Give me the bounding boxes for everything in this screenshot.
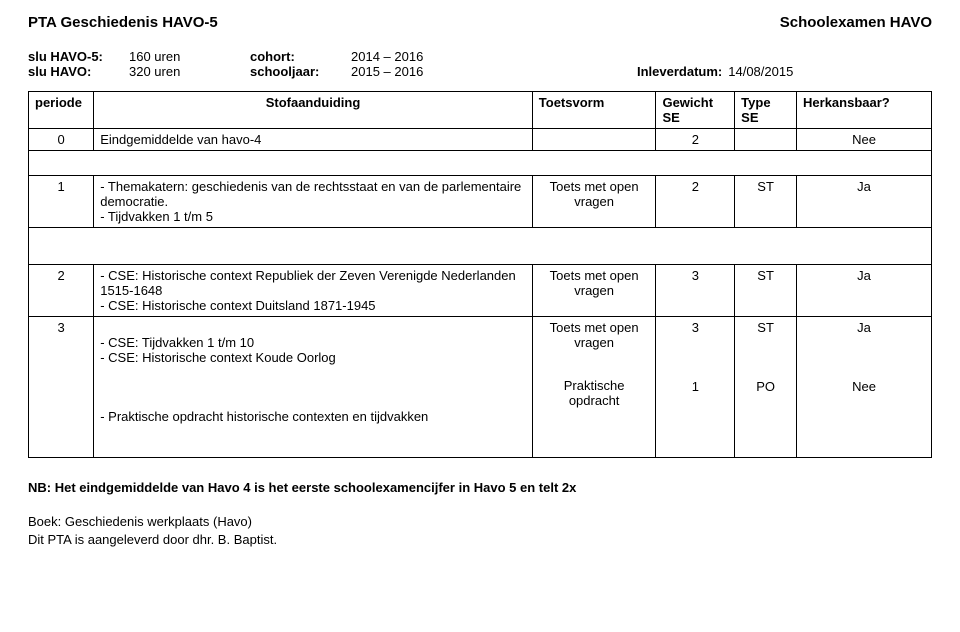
meta-value: 2014 – 2016	[351, 49, 637, 64]
th-herk: Herkansbaar?	[797, 92, 932, 129]
page-header: PTA Geschiedenis HAVO-5 Schoolexamen HAV…	[28, 14, 932, 31]
table-row: 3 - CSE: Tijdvakken 1 t/m 10 - CSE: Hist…	[29, 317, 932, 458]
meta-value: 14/08/2015	[728, 64, 799, 79]
cell-herk-part2: Nee	[803, 379, 925, 394]
header-right: Schoolexamen HAVO	[780, 14, 932, 31]
cell-herk-part1: Ja	[803, 320, 925, 335]
cell-herk: Ja	[797, 265, 932, 317]
footer-line1: Boek: Geschiedenis werkplaats (Havo)	[28, 513, 932, 531]
cell-periode: 0	[29, 129, 94, 151]
cell-toets	[532, 129, 656, 151]
cell-toets: Toets met open vragen	[532, 265, 656, 317]
cell-gewicht: 3	[656, 265, 735, 317]
cell-toets: Toets met open vragen Praktische opdrach…	[532, 317, 656, 458]
spacer-row	[29, 228, 932, 265]
cell-type: ST	[735, 176, 797, 228]
cell-toets-part1: Toets met open vragen	[539, 320, 650, 350]
meta-label: Inleverdatum:	[637, 64, 728, 79]
meta-value: 320 uren	[129, 64, 250, 79]
meta-label: slu HAVO:	[28, 64, 129, 79]
meta-value: 2015 – 2016	[351, 64, 637, 79]
cell-stof: - CSE: Historische context Republiek der…	[94, 265, 533, 317]
th-type: Type SE	[735, 92, 797, 129]
meta-label: slu HAVO-5:	[28, 49, 129, 64]
header-left: PTA Geschiedenis HAVO-5	[28, 14, 218, 31]
cell-gewicht: 2	[656, 176, 735, 228]
footer: Boek: Geschiedenis werkplaats (Havo) Dit…	[28, 513, 932, 548]
th-toets: Toetsvorm	[532, 92, 656, 129]
table-row: 1 - Themakatern: geschiedenis van de rec…	[29, 176, 932, 228]
page: PTA Geschiedenis HAVO-5 Schoolexamen HAV…	[0, 0, 960, 558]
table-row: 2 - CSE: Historische context Republiek d…	[29, 265, 932, 317]
meta-row: slu HAVO: 320 uren schooljaar: 2015 – 20…	[28, 64, 799, 79]
cell-type-part1: ST	[741, 320, 790, 335]
cell-type: ST PO	[735, 317, 797, 458]
cell-periode: 3	[29, 317, 94, 458]
meta-value	[728, 49, 799, 64]
cell-gewicht-part1: 3	[662, 320, 728, 335]
note-text: NB: Het eindgemiddelde van Havo 4 is het…	[28, 480, 932, 495]
cell-stof: - Themakatern: geschiedenis van de recht…	[94, 176, 533, 228]
meta-label: schooljaar:	[250, 64, 351, 79]
meta-row: slu HAVO-5: 160 uren cohort: 2014 – 2016	[28, 49, 799, 64]
meta-label	[637, 49, 728, 64]
table-header-row: periode Stofaanduiding Toetsvorm Gewicht…	[29, 92, 932, 129]
th-stof: Stofaanduiding	[94, 92, 533, 129]
meta-value: 160 uren	[129, 49, 250, 64]
footer-line2: Dit PTA is aangeleverd door dhr. B. Bapt…	[28, 531, 932, 549]
cell-herk: Ja Nee	[797, 317, 932, 458]
spacer-row	[29, 151, 932, 176]
cell-toets: Toets met open vragen	[532, 176, 656, 228]
cell-stof-part1: - CSE: Tijdvakken 1 t/m 10 - CSE: Histor…	[100, 335, 526, 365]
cell-toets-part2: Praktische opdracht	[539, 378, 650, 408]
cell-herk: Nee	[797, 129, 932, 151]
cell-periode: 1	[29, 176, 94, 228]
th-periode: periode	[29, 92, 94, 129]
cell-type: ST	[735, 265, 797, 317]
main-table: periode Stofaanduiding Toetsvorm Gewicht…	[28, 91, 932, 458]
cell-herk: Ja	[797, 176, 932, 228]
cell-stof-part2: - Praktische opdracht historische contex…	[100, 409, 526, 424]
cell-gewicht: 3 1	[656, 317, 735, 458]
cell-stof: - CSE: Tijdvakken 1 t/m 10 - CSE: Histor…	[94, 317, 533, 458]
table-row: 0 Eindgemiddelde van havo-4 2 Nee	[29, 129, 932, 151]
cell-type-part2: PO	[741, 379, 790, 394]
cell-gewicht-part2: 1	[662, 379, 728, 394]
cell-gewicht: 2	[656, 129, 735, 151]
meta-table: slu HAVO-5: 160 uren cohort: 2014 – 2016…	[28, 49, 799, 79]
th-gewicht: Gewicht SE	[656, 92, 735, 129]
cell-stof: Eindgemiddelde van havo-4	[94, 129, 533, 151]
cell-type	[735, 129, 797, 151]
cell-periode: 2	[29, 265, 94, 317]
meta-label: cohort:	[250, 49, 351, 64]
